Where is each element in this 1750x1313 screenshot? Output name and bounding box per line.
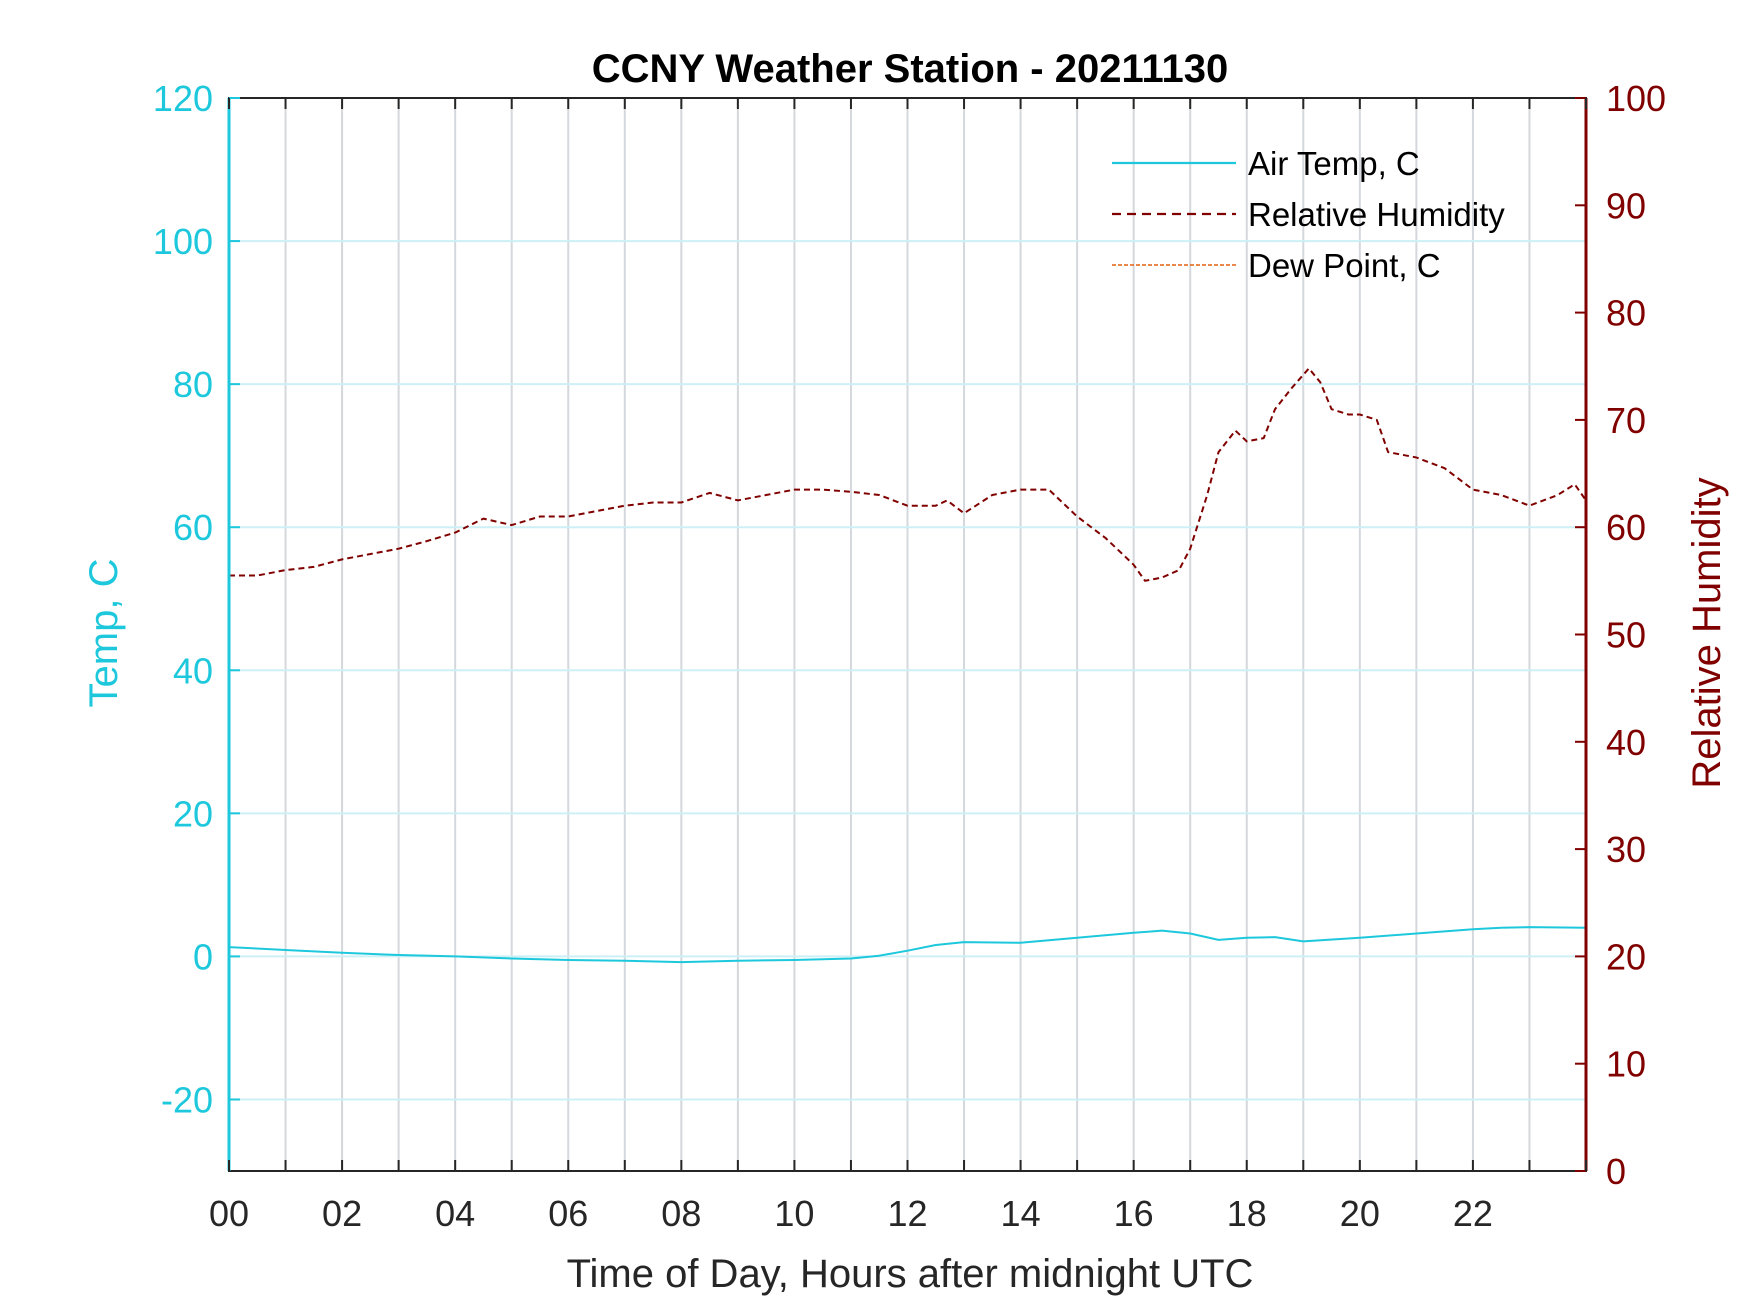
x-tick-label: 08 [661, 1193, 701, 1234]
series-line-relative-humidity [229, 367, 1587, 582]
right-tick-label: 80 [1606, 293, 1646, 334]
left-tick-label: 0 [193, 936, 213, 977]
series-line-air-temp [228, 926, 1587, 964]
x-tick-label: 10 [774, 1193, 814, 1234]
left-tick-label: 100 [153, 221, 213, 262]
left-axis-label: Temp, C [82, 559, 126, 708]
series-lines [228, 367, 1587, 964]
right-tick-label: 10 [1606, 1044, 1646, 1085]
legend: Air Temp, C Relative Humidity Dew Point,… [1112, 145, 1505, 284]
right-tick-label: 100 [1606, 78, 1666, 119]
x-tick-label: 04 [435, 1193, 475, 1234]
left-tick-label: 60 [173, 507, 213, 548]
legend-label-air-temp: Air Temp, C [1248, 145, 1420, 182]
left-tick-label: 20 [173, 793, 213, 834]
left-tick-label: 120 [153, 78, 213, 119]
x-tick-label: 12 [887, 1193, 927, 1234]
right-tick-label: 30 [1606, 829, 1646, 870]
x-tick-label: 00 [209, 1193, 249, 1234]
x-tick-label: 02 [322, 1193, 362, 1234]
right-tick-label: 20 [1606, 936, 1646, 977]
legend-item-dew-point: Dew Point, C [1112, 247, 1441, 284]
right-tick-label: 0 [1606, 1151, 1626, 1192]
right-tick-label: 70 [1606, 400, 1646, 441]
left-tick-label: 80 [173, 364, 213, 405]
x-tick-label: 22 [1453, 1193, 1493, 1234]
x-tick-label: 16 [1114, 1193, 1154, 1234]
right-tick-label: 90 [1606, 185, 1646, 226]
x-axis-label: Time of Day, Hours after midnight UTC [567, 1252, 1254, 1296]
x-tick-label: 06 [548, 1193, 588, 1234]
legend-label-relative-humidity: Relative Humidity [1248, 196, 1505, 233]
grid-lines [229, 98, 1586, 1171]
x-axis: 00 02 04 06 08 10 12 14 16 18 20 22 [209, 98, 1587, 1234]
legend-label-dew-point: Dew Point, C [1248, 247, 1441, 284]
right-tick-label: 40 [1606, 722, 1646, 763]
left-tick-label: -20 [161, 1079, 213, 1120]
right-tick-label: 50 [1606, 615, 1646, 656]
right-axis: 0 10 20 30 40 50 60 70 80 90 100 [1575, 78, 1666, 1192]
right-axis-label: Relative Humidity [1685, 477, 1729, 788]
x-tick-label: 20 [1340, 1193, 1380, 1234]
x-tick-label: 18 [1227, 1193, 1267, 1234]
left-tick-label: 40 [173, 650, 213, 691]
legend-item-relative-humidity: Relative Humidity [1112, 196, 1505, 233]
chart-title: CCNY Weather Station - 20211130 [592, 47, 1229, 91]
right-tick-label: 60 [1606, 507, 1646, 548]
legend-item-air-temp: Air Temp, C [1112, 145, 1420, 182]
left-axis: -20 0 20 40 60 80 100 120 [153, 78, 240, 1171]
x-tick-label: 14 [1001, 1193, 1041, 1234]
